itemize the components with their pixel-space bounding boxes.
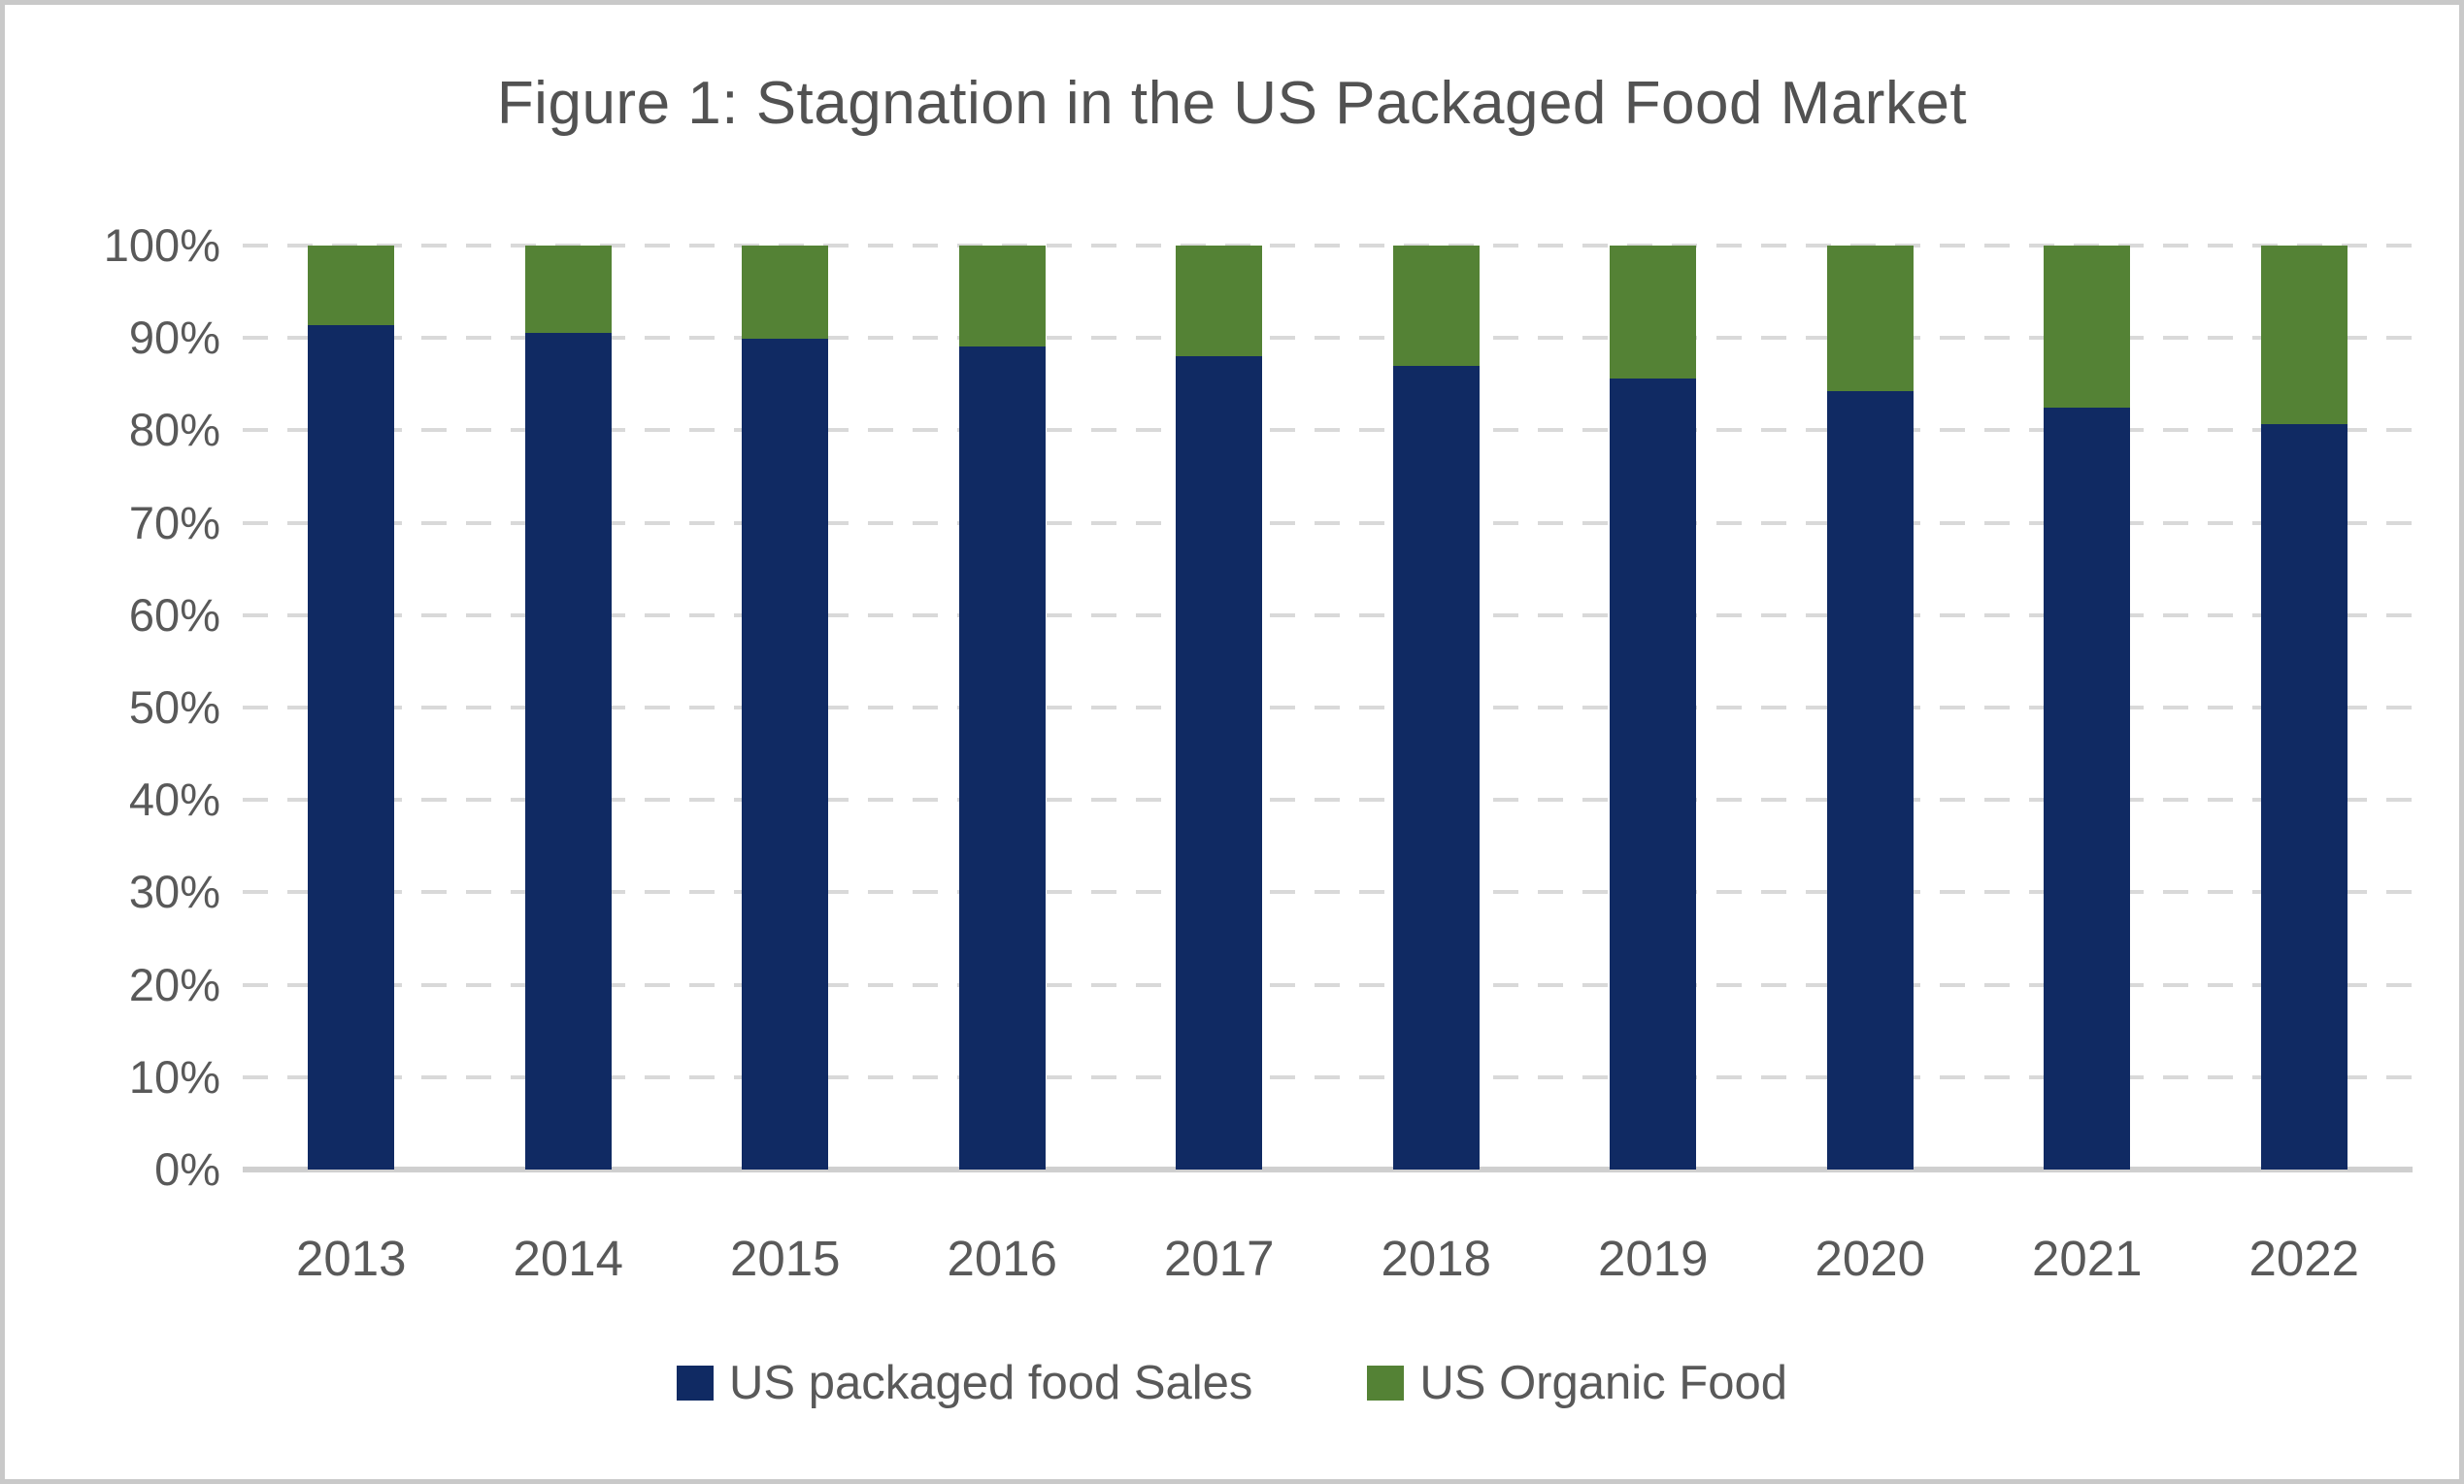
y-tick-label: 90% — [128, 312, 220, 364]
gridline-70 — [243, 520, 2413, 525]
y-tick-label: 40% — [128, 774, 220, 826]
x-tick-label: 2022 — [2248, 1231, 2359, 1286]
bar-2022 — [2196, 246, 2414, 1170]
bar-2017 — [1111, 246, 1328, 1170]
bar-2016 — [894, 246, 1112, 1170]
y-tick-label: 60% — [128, 588, 220, 641]
segment-organic-food — [1392, 246, 1480, 366]
legend-item: US Organic Food — [1367, 1356, 1787, 1410]
gridline-80 — [243, 428, 2413, 433]
bar-2014 — [460, 246, 678, 1170]
y-axis-labels: 100% 90% 80% 70% 60% 50% 40% 30% 20% 10% 0% — [5, 219, 220, 1195]
x-tick-label: 2015 — [730, 1231, 841, 1286]
bar-2015 — [677, 246, 894, 1170]
segment-organic-food — [524, 246, 612, 334]
segment-organic-food — [1610, 246, 1697, 379]
bar-2013 — [243, 246, 460, 1170]
x-tick-label: 2014 — [513, 1231, 623, 1286]
y-tick-label: 30% — [128, 866, 220, 918]
segment-packaged-food — [1392, 365, 1480, 1170]
y-tick-label: 80% — [128, 404, 220, 456]
x-tick-label: 2018 — [1381, 1231, 1491, 1286]
segment-organic-food — [2260, 246, 2347, 424]
segment-organic-food — [742, 246, 829, 340]
y-tick-label: 10% — [128, 1050, 220, 1103]
y-tick-label: 50% — [128, 681, 220, 733]
bars — [243, 246, 2413, 1170]
x-tick-label: 2017 — [1164, 1231, 1275, 1286]
segment-packaged-food — [1610, 379, 1697, 1170]
gridline-50 — [243, 706, 2413, 709]
segment-packaged-food — [1826, 391, 1914, 1170]
legend-swatch-icon — [1367, 1366, 1405, 1401]
segment-packaged-food — [1176, 356, 1263, 1170]
gridline-100 — [243, 244, 2413, 247]
segment-organic-food — [1826, 246, 1914, 392]
segment-packaged-food — [308, 324, 395, 1170]
segment-packaged-food — [524, 333, 612, 1170]
bar-2018 — [1328, 246, 1546, 1170]
segment-packaged-food — [2044, 407, 2131, 1170]
x-tick-label: 2021 — [2032, 1231, 2143, 1286]
gridline-30 — [243, 890, 2413, 895]
segment-organic-food — [1176, 246, 1263, 357]
segment-organic-food — [308, 246, 395, 325]
segment-packaged-food — [958, 346, 1046, 1170]
y-tick-label: 70% — [128, 496, 220, 548]
gridline-40 — [243, 798, 2413, 803]
y-tick-label: 100% — [103, 219, 220, 271]
x-axis-line — [243, 1167, 2413, 1172]
segment-organic-food — [958, 246, 1046, 346]
bar-2021 — [1979, 246, 2196, 1170]
gridline-60 — [243, 612, 2413, 617]
segment-packaged-food — [2260, 423, 2347, 1170]
legend-item: US packaged food Sales — [677, 1356, 1252, 1410]
x-tick-label: 2020 — [1815, 1231, 1925, 1286]
segment-organic-food — [2044, 246, 2131, 408]
legend-swatch-icon — [677, 1366, 715, 1401]
gridline-90 — [243, 336, 2413, 341]
y-tick-label: 0% — [154, 1143, 220, 1195]
bar-2019 — [1545, 246, 1762, 1170]
gridlines — [243, 244, 2413, 1172]
bar-2020 — [1762, 246, 1980, 1170]
chart-title: Figure 1: Stagnation in the US Packaged … — [496, 70, 1968, 137]
x-tick-label: 2013 — [296, 1231, 407, 1286]
legend-label: US Organic Food — [1419, 1357, 1787, 1409]
plot-area — [243, 244, 2413, 1172]
gridline-20 — [243, 982, 2413, 987]
legend: US packaged food Sales US Organic Food — [5, 1356, 2459, 1410]
x-tick-label: 2019 — [1598, 1231, 1709, 1286]
gridline-10 — [243, 1074, 2413, 1079]
x-tick-label: 2016 — [947, 1231, 1057, 1286]
x-axis-labels: 2013 2014 2015 2016 2017 2018 2019 2020 2021 2022 — [243, 1230, 2413, 1287]
y-tick-label: 20% — [128, 958, 220, 1010]
legend-label: US packaged food Sales — [729, 1357, 1253, 1409]
segment-packaged-food — [742, 339, 829, 1170]
